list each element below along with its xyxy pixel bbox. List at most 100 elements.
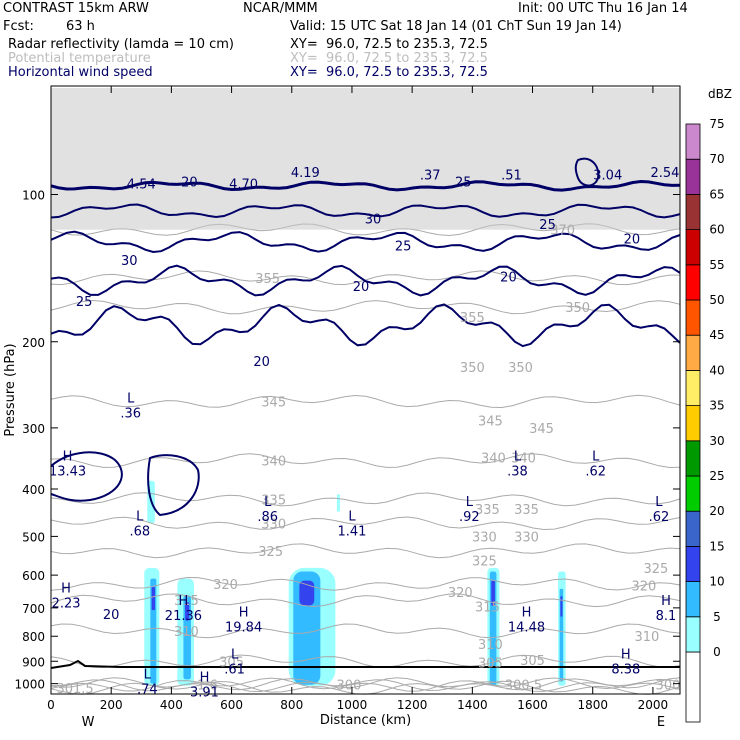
extremum-value: .38 — [507, 465, 528, 480]
extremum-value: .62 — [585, 465, 606, 480]
extremum-value: 19.84 — [225, 621, 262, 636]
reflectivity-peak — [151, 587, 155, 611]
isentrope-label: 340 — [481, 452, 506, 467]
isentrope-label: 330 — [261, 517, 286, 532]
reflectivity-peak — [491, 580, 495, 606]
isentrope-label: 340 — [261, 455, 286, 470]
colorbar-label: 5 — [713, 610, 721, 624]
x-tick-label: 800 — [280, 698, 303, 712]
isentrope-line — [50, 492, 681, 507]
colorbar-swatch — [685, 229, 701, 266]
colorbar-swatch — [685, 264, 701, 301]
colorbar: dBZ 0 5 10 15 20 25 30 35 40 45 50 55 60 65 70 75 — [685, 87, 732, 723]
isentrope-label: 355 — [460, 311, 485, 326]
wind-speed-label: 20 — [624, 232, 641, 247]
colorbar-swatch — [685, 405, 701, 442]
extremum-value: 8.38 — [611, 662, 640, 677]
wind-speed-label: 25 — [539, 218, 556, 233]
colorbar-label: 15 — [709, 539, 724, 553]
y-axis-label: Pressure (hPa) — [3, 343, 18, 436]
wind-contour-line — [147, 454, 200, 517]
colorbar-swatch — [685, 299, 701, 336]
wind-speed-label: 2.54 — [650, 166, 679, 181]
y-tick-label: 600 — [22, 569, 45, 583]
isentrope-line — [50, 543, 681, 559]
wind-speed-label: 4.70 — [229, 178, 258, 193]
x-tick-label: 0 — [47, 698, 55, 712]
reflectivity-peak — [299, 580, 315, 606]
extremum-mark: L — [264, 495, 272, 510]
isentrope-label: 345 — [529, 422, 554, 437]
colorbar-label: 35 — [709, 399, 724, 413]
isentrope-label: 355 — [255, 272, 280, 287]
wind-contour-line — [50, 264, 681, 297]
isentrope-line — [50, 623, 681, 639]
colorbar-swatch — [685, 334, 701, 371]
extremum-value: 8.1 — [656, 609, 677, 624]
colorbar-label: 25 — [709, 469, 724, 483]
isentrope-line — [50, 299, 681, 315]
isentrope-label: 320 — [213, 578, 238, 593]
extremum-value: .86 — [257, 510, 278, 525]
colorbar-swatch — [685, 123, 701, 160]
forecast-hours: 63 h — [66, 19, 95, 34]
x-tick-label: 1000 — [337, 698, 368, 712]
colorbar-label: 50 — [709, 293, 724, 307]
x-tick-label: 1800 — [577, 698, 608, 712]
isentrope-label: 330 — [472, 530, 497, 545]
extremum-mark: L — [514, 450, 522, 465]
plot-border — [50, 85, 681, 695]
wind-speed-label: 30 — [365, 213, 382, 228]
isentrope-label: 325 — [258, 545, 283, 560]
isentrope-label: 315 — [174, 594, 199, 609]
extremum-mark: H — [621, 647, 631, 662]
wind-contour-line — [50, 451, 123, 502]
isentrope-label: 350 — [460, 361, 485, 376]
x-end-label-east: E — [657, 715, 665, 730]
colorbar-label: 65 — [709, 187, 724, 201]
colorbar-swatch — [685, 546, 701, 583]
isentrope-label: 370 — [550, 224, 575, 239]
wind-speed-label: 20 — [500, 270, 517, 285]
x-end-label-west: W — [82, 715, 95, 730]
field-name-reflectivity: Radar reflectivity (lamda = 10 cm) — [8, 37, 234, 52]
colorbar-label: 0 — [713, 645, 721, 659]
y-tick-label: 700 — [22, 602, 45, 616]
extremum-value: .92 — [459, 510, 480, 525]
isentrope-line — [50, 677, 681, 692]
x-tick-label: 400 — [160, 698, 183, 712]
isentrope-label: 330 — [514, 530, 539, 545]
colorbar-unit: dBZ — [708, 87, 732, 101]
extremum-value: 14.48 — [508, 621, 545, 636]
isentrope-label: 325 — [644, 562, 669, 577]
extremum-mark: H — [522, 606, 532, 621]
extremum-mark: H — [239, 606, 249, 621]
wind-speed-contours — [50, 88, 681, 669]
isentrope-label: 320 — [631, 579, 656, 594]
wind-speed-label: 20 — [103, 608, 120, 623]
isentrope-label: 345 — [478, 415, 503, 430]
colorbar-label: 70 — [709, 152, 724, 166]
isentrope-label: 340 — [511, 452, 536, 467]
y-tick-label: 900 — [22, 655, 45, 669]
isentrope-line — [50, 576, 681, 591]
extremum-mark: L — [592, 450, 600, 465]
field-name-wind: Horizontal wind speed — [8, 65, 153, 80]
extremum-mark: L — [466, 495, 474, 510]
forecast-label: Fcst: — [3, 19, 34, 34]
field-xy-wind: XY= 96.0, 72.5 to 235.3, 72.5 — [290, 65, 488, 80]
isentrope-label: 335 — [514, 503, 539, 518]
extremum-mark: L — [144, 668, 152, 683]
colorbar-swatch — [685, 158, 701, 195]
y-tick-label: 300 — [22, 422, 45, 436]
extremum-value: .61 — [224, 662, 245, 677]
wind-contour-line — [50, 303, 681, 348]
isentrope-label: 305 — [520, 654, 545, 669]
isentrope-label: 1.6 — [197, 679, 218, 694]
colorbar-swatch — [685, 616, 701, 653]
colorbar-label: 60 — [709, 223, 724, 237]
extremum-mark: H — [179, 594, 189, 609]
model-title: CONTRAST 15km ARW — [3, 1, 149, 16]
extremum-value: .68 — [129, 524, 150, 539]
